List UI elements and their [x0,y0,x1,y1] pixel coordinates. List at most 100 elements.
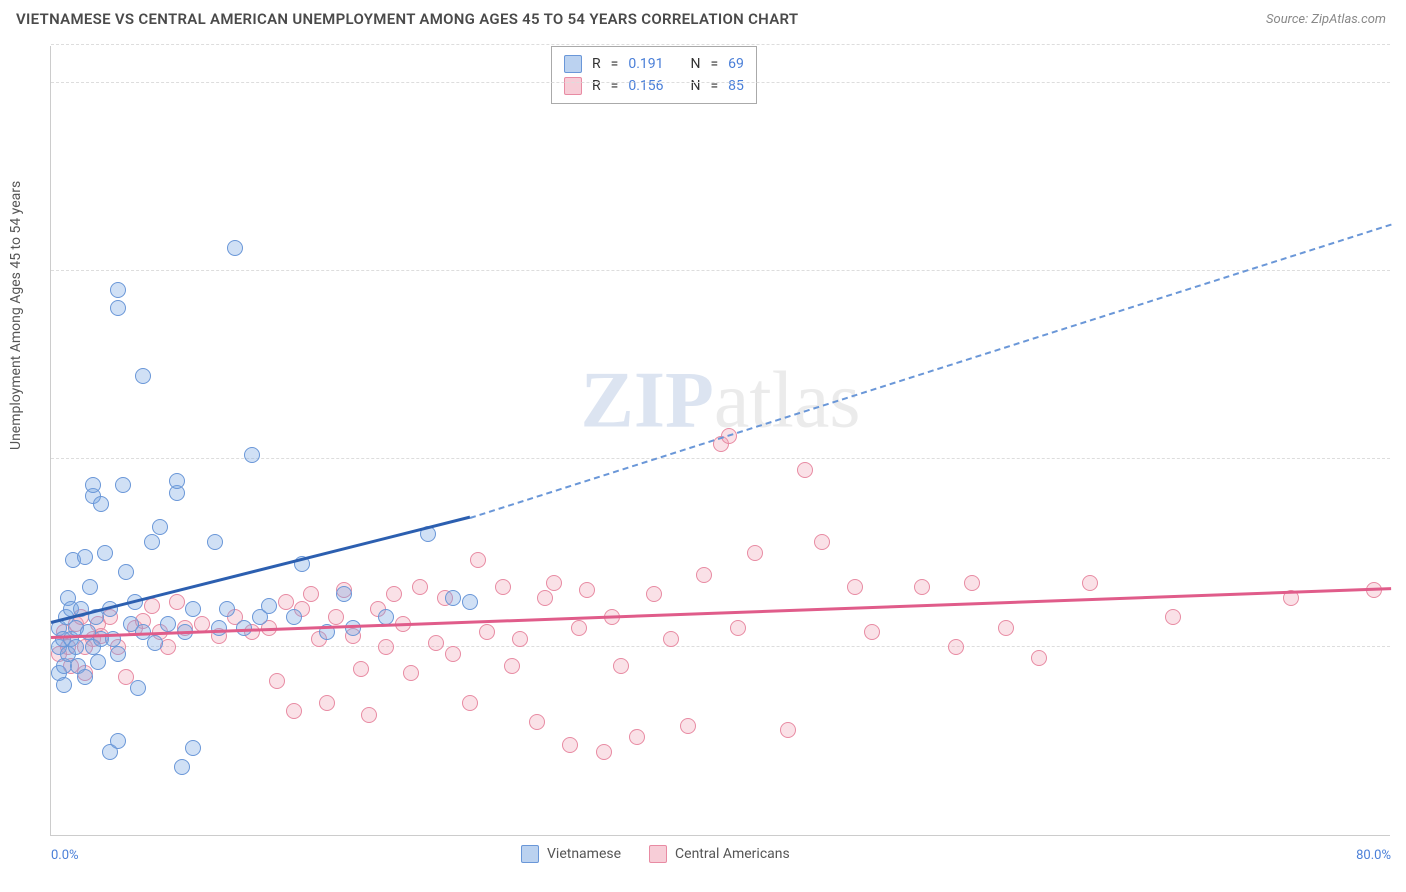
data-point [546,575,562,591]
data-point [207,534,223,550]
data-point [462,594,478,610]
swatch-pink [564,77,582,95]
gridline [51,270,1390,271]
data-point [169,594,185,610]
data-point [97,545,113,561]
data-point [68,639,84,655]
x-tick-label: 0.0% [51,848,79,863]
data-point [93,496,109,512]
data-point [110,733,126,749]
x-tick-label: 80.0% [1356,848,1391,863]
data-point [412,579,428,595]
data-point [85,477,101,493]
data-point [797,462,813,478]
data-point [227,240,243,256]
data-point [663,631,679,647]
series-legend: Vietnamese Central Americans [521,845,790,863]
data-point [211,620,227,636]
correlation-legend: R = 0.191 N = 69 R = 0.156 N = 85 [551,46,757,104]
data-point [504,658,520,674]
data-point [361,707,377,723]
data-point [596,744,612,760]
data-point [90,654,106,670]
data-point [462,695,478,711]
data-point [144,534,160,550]
data-point [261,598,277,614]
data-point [319,695,335,711]
legend-item-vietnamese: Vietnamese [521,845,621,863]
data-point [82,579,98,595]
data-point [269,673,285,689]
data-point [537,590,553,606]
swatch-pink-icon [649,845,667,863]
data-point [730,620,746,636]
data-point [110,282,126,298]
gridline [51,44,1390,45]
data-point [579,582,595,598]
data-point [286,609,302,625]
legend-item-central: Central Americans [649,845,790,863]
data-point [512,631,528,647]
data-point [185,601,201,617]
trend-vietnamese-dashed [469,224,1391,519]
data-point [613,658,629,674]
data-point [152,519,168,535]
data-point [445,590,461,606]
data-point [169,473,185,489]
gridline [51,82,1390,83]
data-point [680,718,696,734]
data-point [479,624,495,640]
data-point [378,609,394,625]
y-axis-label: Unemployment Among Ages 45 to 54 years [8,181,24,450]
data-point [445,646,461,662]
data-point [130,680,146,696]
data-point [470,552,486,568]
data-point [1165,609,1181,625]
data-point [403,665,419,681]
data-point [336,586,352,602]
legend-row-central: R = 0.156 N = 85 [564,75,744,97]
legend-row-vietnamese: R = 0.191 N = 69 [564,53,744,75]
source-attribution: Source: ZipAtlas.com [1266,12,1386,27]
data-point [696,567,712,583]
data-point [964,575,980,591]
data-point [147,635,163,651]
data-point [562,737,578,753]
data-point [814,534,830,550]
data-point [286,703,302,719]
data-point [495,579,511,595]
data-point [386,586,402,602]
data-point [244,447,260,463]
data-point [998,620,1014,636]
data-point [303,586,319,602]
gridline [51,646,1390,647]
data-point [571,620,587,636]
data-point [747,545,763,561]
data-point [948,639,964,655]
data-point [219,601,235,617]
data-point [56,677,72,693]
data-point [847,579,863,595]
data-point [780,722,796,738]
chart-plot-area: ZIPatlas R = 0.191 N = 69 R = 0.156 N = … [50,46,1390,836]
data-point [174,759,190,775]
data-point [185,740,201,756]
chart-title: VIETNAMESE VS CENTRAL AMERICAN UNEMPLOYM… [16,10,798,28]
data-point [529,714,545,730]
data-point [115,477,131,493]
data-point [110,300,126,316]
data-point [1031,650,1047,666]
data-point [353,661,369,677]
data-point [646,586,662,602]
data-point [914,579,930,595]
data-point [1082,575,1098,591]
data-point [864,624,880,640]
data-point [160,616,176,632]
data-point [77,669,93,685]
swatch-blue-icon [521,845,539,863]
data-point [278,594,294,610]
data-point [118,564,134,580]
swatch-blue [564,55,582,73]
data-point [135,368,151,384]
data-point [629,729,645,745]
